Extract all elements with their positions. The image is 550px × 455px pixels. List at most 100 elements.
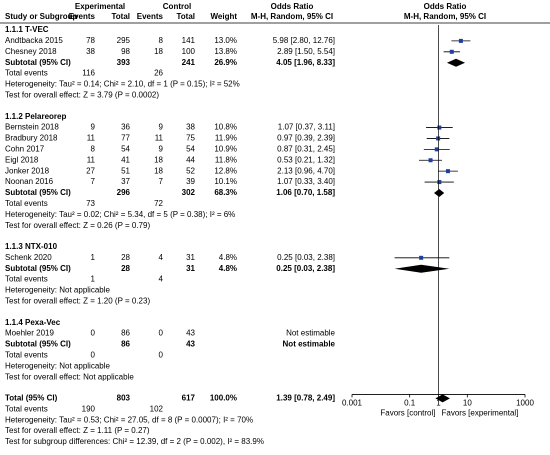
header-experimental: Experimental [75, 2, 125, 11]
effect-square [419, 255, 424, 260]
study-count: 0 [159, 329, 164, 338]
study-count: 77 [121, 134, 130, 143]
study-count: 28 [121, 253, 130, 262]
study-name: Schenk 2020 [5, 253, 52, 262]
header-events: Events [69, 12, 96, 21]
subtotal-total: 241 [182, 58, 196, 67]
study-count: 11 [87, 134, 96, 143]
study-count: 38 [86, 47, 95, 56]
effect-square [428, 158, 433, 163]
header-control: Control [163, 2, 191, 11]
study-count: 31 [186, 253, 195, 262]
subtotal-total: 393 [117, 58, 131, 67]
study-count: 11 [155, 134, 164, 143]
study-ci: 0.97 [0.39, 2.39] [277, 134, 335, 143]
subtotal-total: 296 [117, 188, 131, 197]
study-count: 9 [91, 123, 96, 132]
study-weight: 13.0% [214, 36, 237, 45]
heterogeneity: Heterogeneity: Not applicable [5, 286, 111, 295]
study-count: 9 [159, 123, 164, 132]
study-name: Eigl 2018 [5, 155, 39, 164]
study-count: 75 [186, 134, 195, 143]
heterogeneity: Heterogeneity: Tau² = 0.02; Chi² = 5.34,… [5, 210, 235, 219]
study-name: Cohn 2017 [5, 144, 45, 153]
header-or: Odds Ratio [271, 2, 314, 11]
total-events: 26 [154, 69, 163, 78]
study-weight: 11.8% [215, 155, 237, 164]
study-name: Chesney 2018 [5, 47, 57, 56]
overall-test: Test for overall effect: Not applicable [5, 372, 134, 381]
total-events: 116 [82, 69, 95, 78]
subtotal-label: Total (95% CI) [5, 394, 58, 403]
header-events: Events [137, 12, 164, 21]
overall-test: Test for overall effect: Z = 0.26 (P = 0… [5, 221, 150, 230]
diamond [446, 58, 466, 67]
total-events-label: Total events [5, 404, 48, 413]
total-events-label: Total events [5, 350, 48, 359]
study-count: 44 [186, 155, 195, 164]
subtotal-ci: Not estimable [283, 340, 336, 349]
study-count: 52 [186, 166, 195, 175]
subtotal-label: Subtotal (95% CI) [5, 264, 71, 273]
study-count: 0 [91, 329, 96, 338]
diamond [434, 188, 445, 197]
study-weight: 11.9% [215, 134, 237, 143]
total-events: 1 [91, 275, 96, 284]
study-count: 8 [159, 36, 164, 45]
effect-square [449, 49, 454, 54]
total-events-label: Total events [5, 69, 48, 78]
diamond [394, 264, 450, 273]
study-ci: 5.98 [2.80, 12.76] [273, 36, 335, 45]
study-weight: 4.8% [219, 253, 237, 262]
total-events: 73 [86, 199, 95, 208]
study-count: 54 [121, 144, 130, 153]
study-count: 36 [121, 123, 130, 132]
study-count: 100 [182, 47, 196, 56]
study-name: Bernstein 2018 [5, 123, 59, 132]
study-ci: Not estimable [286, 329, 335, 338]
heterogeneity: Heterogeneity: Tau² = 0.14; Chi² = 2.10,… [5, 80, 240, 89]
study-count: 295 [117, 36, 131, 45]
study-count: 98 [121, 47, 130, 56]
study-count: 38 [186, 123, 195, 132]
study-count: 11 [87, 155, 96, 164]
study-name: Noonan 2016 [5, 177, 54, 186]
study-ci: 0.87 [0.31, 2.45] [277, 144, 335, 153]
study-name: Bradbury 2018 [5, 134, 58, 143]
overall-test: Test for overall effect: Z = 1.11 (P = 0… [5, 426, 150, 435]
study-ci: 0.25 [0.03, 2.38] [277, 253, 335, 262]
study-count: 7 [91, 177, 96, 186]
study-count: 51 [121, 166, 130, 175]
study-count: 41 [121, 155, 130, 164]
effect-square [458, 38, 463, 43]
subtotal-ci: 1.06 [0.70, 1.58] [276, 188, 335, 197]
study-count: 27 [86, 166, 95, 175]
x-tick-label: 1 [436, 399, 441, 408]
header-total: Total [111, 12, 130, 21]
diamond [435, 394, 450, 403]
header-total: Total [176, 12, 195, 21]
header-method: M-H, Random, 95% CI [404, 12, 486, 21]
overall-test: Test for overall effect: Z = 1.20 (P = 0… [5, 297, 150, 306]
study-count: 37 [121, 177, 130, 186]
heterogeneity: Heterogeneity: Not applicable [5, 361, 111, 370]
effect-square [434, 147, 439, 152]
group-title: 1.1.1 T-VEC [5, 25, 49, 34]
x-tick-label: 10 [463, 399, 472, 408]
group-title: 1.1.2 Pelareorep [5, 112, 66, 121]
subtotal-total: 302 [182, 188, 196, 197]
study-count: 1 [91, 253, 96, 262]
study-weight: 10.1% [214, 177, 237, 186]
study-ci: 2.89 [1.50, 5.54] [277, 47, 335, 56]
study-count: 4 [159, 253, 164, 262]
effect-square [445, 169, 450, 174]
overall-test: Test for overall effect: Z = 3.79 (P = 0… [5, 91, 159, 100]
header-method: M-H, Random, 95% CI [251, 12, 333, 21]
subtotal-ci: 4.05 [1.96, 8.33] [276, 58, 335, 67]
study-count: 43 [186, 329, 195, 338]
study-count: 78 [86, 36, 95, 45]
effect-square [436, 136, 441, 141]
total-events: 102 [150, 404, 164, 413]
subtotal-weight: 68.3% [214, 188, 237, 197]
